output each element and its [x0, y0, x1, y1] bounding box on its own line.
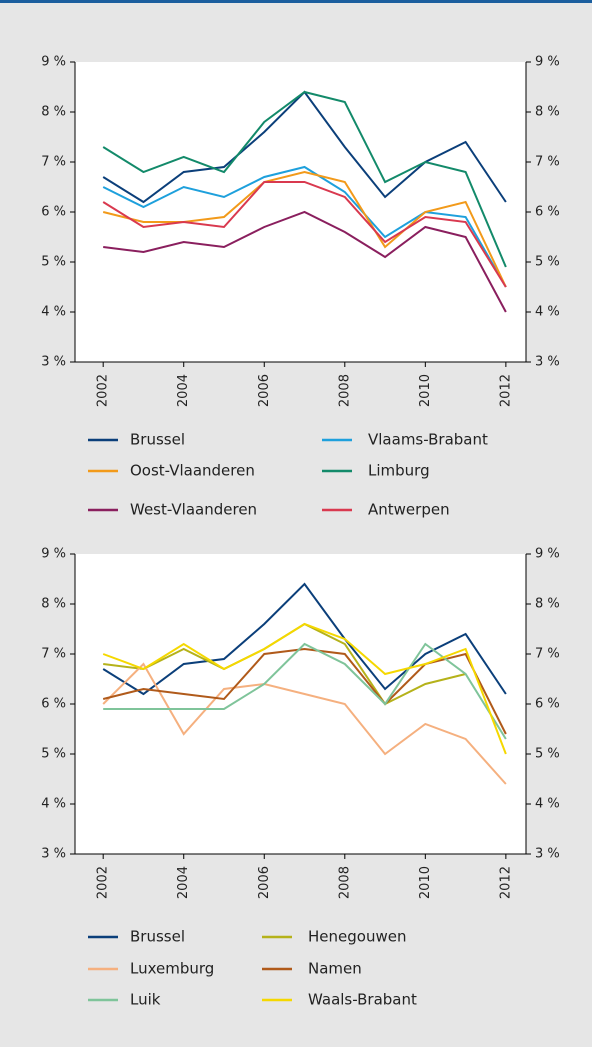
y2-tick-label: 8 % [535, 105, 560, 120]
y-tick-label: 6 % [41, 205, 66, 220]
y2-tick-label: 6 % [535, 697, 560, 712]
x-tick-label: 2002 [96, 866, 111, 899]
x-tick-label: 2008 [337, 374, 352, 407]
legend-label: Waals-Brabant [308, 991, 417, 1009]
y-tick-label: 3 % [41, 847, 66, 862]
series-line [102, 170, 507, 288]
top-border [0, 0, 592, 3]
series-line [102, 647, 507, 735]
legend-label: Vlaams-Brabant [368, 431, 488, 449]
x-tick-label: 2006 [257, 374, 272, 407]
y-tick-label: 4 % [41, 305, 66, 320]
series-line [102, 181, 507, 288]
y2-tick-label: 7 % [535, 155, 560, 170]
y-tick-label: 3 % [41, 355, 66, 370]
y-tick-label: 4 % [41, 797, 66, 812]
x-tick-label: 2010 [418, 374, 433, 407]
legend-label: Oost-Vlaanderen [130, 462, 255, 480]
legend-label: Antwerpen [368, 501, 450, 519]
y-tick-label: 8 % [41, 597, 66, 612]
legend-label: Namen [308, 960, 362, 978]
x-tick-label: 2012 [498, 374, 513, 407]
x-tick-label: 2006 [257, 866, 272, 899]
legend-label: Luxemburg [130, 960, 214, 978]
series-line [102, 582, 507, 696]
y-tick-label: 8 % [41, 105, 66, 120]
legend-label: Luik [130, 991, 161, 1009]
x-tick-label: 2012 [498, 866, 513, 899]
series-line [102, 90, 507, 268]
y-tick-label: 9 % [41, 547, 66, 562]
series-line [103, 642, 507, 740]
y2-tick-label: 5 % [535, 255, 560, 270]
y2-tick-label: 8 % [535, 597, 560, 612]
y2-tick-label: 9 % [535, 547, 560, 562]
y2-tick-label: 9 % [535, 55, 560, 70]
series-line [103, 210, 507, 313]
y-tick-label: 6 % [41, 697, 66, 712]
y-tick-label: 9 % [41, 55, 66, 70]
y2-tick-label: 4 % [535, 305, 560, 320]
series-line [102, 622, 507, 755]
legend-label: Henegouwen [308, 928, 406, 946]
y2-tick-label: 3 % [535, 847, 560, 862]
legend-label: Brussel [130, 431, 185, 449]
legend-label: Brussel [130, 928, 185, 946]
y-tick-label: 7 % [41, 155, 66, 170]
series-line [102, 165, 507, 288]
x-tick-label: 2004 [176, 866, 191, 899]
plot-area [75, 62, 526, 362]
plot-area [75, 554, 526, 854]
series-line [102, 662, 507, 785]
y2-tick-label: 3 % [535, 355, 560, 370]
y-tick-label: 5 % [41, 747, 66, 762]
y-tick-label: 7 % [41, 647, 66, 662]
y2-tick-label: 7 % [535, 647, 560, 662]
x-tick-label: 2002 [96, 374, 111, 407]
legend-label: West-Vlaanderen [130, 501, 257, 519]
x-tick-label: 2008 [337, 866, 352, 899]
legend-label: Limburg [368, 462, 430, 480]
y2-tick-label: 4 % [535, 797, 560, 812]
y2-tick-label: 5 % [535, 747, 560, 762]
x-tick-label: 2004 [176, 374, 191, 407]
x-tick-label: 2010 [418, 866, 433, 899]
y-tick-label: 5 % [41, 255, 66, 270]
y2-tick-label: 6 % [535, 205, 560, 220]
